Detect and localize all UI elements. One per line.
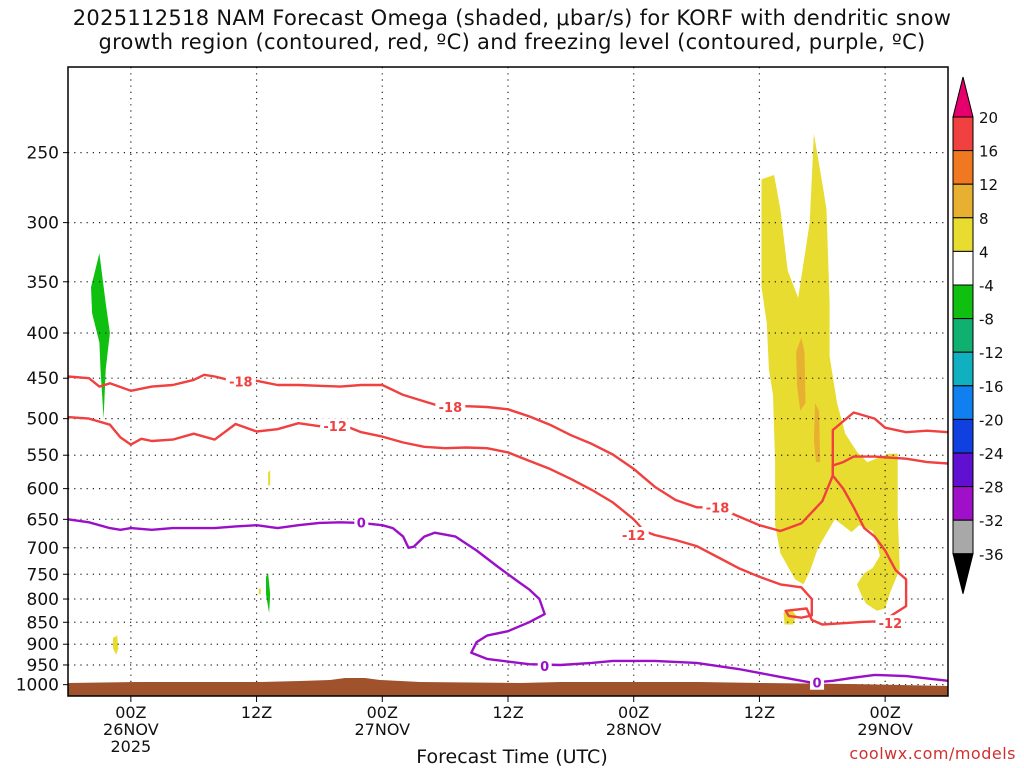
y-tick-label-750: 750 — [27, 565, 59, 585]
x-tick-label-66-0: 12Z — [744, 703, 775, 722]
terrain-strip — [68, 678, 948, 696]
omega-region-4 — [258, 588, 261, 595]
colorbar-swatch-2 — [952, 150, 974, 185]
contour-label-freezing-level-0: 0 — [357, 516, 366, 531]
chart-title-line-1: 2025112518 NAM Forecast Omega (shaded, μ… — [72, 6, 952, 30]
colorbar-top-arrow — [952, 76, 974, 118]
contour-label-freezing-level-1: 0 — [540, 660, 549, 675]
omega-region-1 — [266, 573, 271, 614]
contour-label-dgz-bottom-2: -12 — [879, 617, 903, 632]
omega-region-7 — [813, 403, 821, 463]
colorbar-swatch-7 — [952, 318, 974, 353]
colorbar-bottom-arrow — [952, 553, 974, 594]
contour-label-dgz-top-0: -18 — [229, 376, 253, 391]
colorbar-label-0: 20 — [979, 109, 998, 127]
contour-label-bg — [537, 657, 552, 673]
contour-label-dgz-bottom-1: -12 — [622, 529, 646, 544]
colorbar-swatch-6 — [952, 284, 974, 320]
colorbar-swatch-4 — [952, 217, 974, 252]
colorbar-label-1: 16 — [979, 143, 998, 161]
x-tick-label-18-0: 12Z — [241, 703, 272, 722]
y-tick-label-550: 550 — [27, 446, 59, 466]
terrain-fill — [68, 678, 948, 696]
colorbar-label-3: 8 — [979, 210, 989, 228]
colorbar-label-9: -20 — [979, 411, 1004, 429]
colorbar-swatch-11 — [952, 452, 974, 488]
contour-label-bg — [354, 514, 369, 530]
colorbar-label-6: -8 — [979, 311, 994, 329]
x-tick-label-6-0: 00Z — [115, 703, 146, 722]
y-tick-label-350: 350 — [27, 273, 59, 293]
contour-lines: -18 -18 -18 -12 -12 -12 0 0 0 — [67, 373, 949, 692]
colorbar-label-13: -36 — [979, 546, 1004, 564]
x-tick-label-30-1: 27NOV — [354, 720, 410, 739]
chart-title: 2025112518 NAM Forecast Omega (shaded, μ… — [0, 6, 1024, 54]
omega-region-2 — [113, 635, 119, 655]
x-tick-label-54-1: 28NOV — [606, 720, 662, 739]
colorbar-swatch-13 — [952, 519, 974, 555]
colorbar-label-12: -32 — [979, 512, 1004, 530]
omega-region-3 — [268, 470, 271, 486]
omega-region-0 — [91, 253, 110, 419]
y-tick-label-250: 250 — [27, 144, 59, 164]
y-tick-label-700: 700 — [27, 539, 59, 559]
colorbar: 20 16 12 8 4 -4 -8 -12 -16 -20 -24 -28 -32 -36 — [952, 76, 1004, 594]
x-axis-title: Forecast Time (UTC) — [416, 746, 608, 768]
colorbar-label-11: -28 — [979, 479, 1004, 497]
x-tick-label-6-1: 26NOV — [103, 720, 159, 739]
contour-freezing-level — [67, 518, 949, 684]
x-tick-label-30-0: 00Z — [367, 703, 398, 722]
colorbar-swatch-8 — [952, 351, 974, 387]
contour-label-bg — [702, 499, 733, 515]
y-tick-label-850: 850 — [27, 613, 59, 633]
colorbar-label-8: -16 — [979, 378, 1004, 396]
contour-label-dgz-top-1: -18 — [439, 401, 463, 416]
contour-label-bg — [435, 398, 466, 414]
x-tick-label-54-0: 00Z — [618, 703, 649, 722]
contour-label-bg — [618, 526, 649, 542]
contour-label-dgz-top-2: -18 — [706, 501, 730, 516]
y-tick-label-1000: 1000 — [16, 676, 59, 696]
colorbar-swatch-9 — [952, 385, 974, 420]
colorbar-label-4: 4 — [979, 243, 989, 261]
y-tick-label-950: 950 — [27, 656, 59, 676]
colorbar-label-2: 12 — [979, 176, 998, 194]
y-axis: 2503003504004505005506006507007508008509… — [16, 144, 68, 696]
colorbar-label-7: -12 — [979, 344, 1004, 362]
y-tick-label-800: 800 — [27, 590, 59, 610]
omega-shading — [91, 133, 900, 655]
contour-label-bg — [875, 615, 906, 631]
y-tick-label-900: 900 — [27, 635, 59, 655]
y-tick-label-300: 300 — [27, 214, 59, 234]
contour-label-bg — [320, 418, 351, 434]
chart-title-line-2: growth region (contoured, red, ºC) and f… — [98, 30, 926, 54]
contour-label-bg — [225, 373, 256, 389]
contour-label-freezing-level-2: 0 — [813, 677, 822, 692]
contour-label-dgz-bottom-0: -12 — [323, 420, 347, 435]
contour-dgz-bottom — [67, 415, 949, 626]
y-tick-label-500: 500 — [27, 410, 59, 430]
x-tick-label-6-2: 2025 — [110, 737, 151, 756]
contour-dgz-top — [67, 373, 949, 533]
x-tick-label-42-0: 12Z — [492, 703, 523, 722]
colorbar-swatch-10 — [952, 418, 974, 454]
omega-region-6 — [796, 337, 806, 411]
y-tick-label-600: 600 — [27, 480, 59, 500]
y-tick-label-650: 650 — [27, 510, 59, 530]
y-tick-label-400: 400 — [27, 324, 59, 344]
x-tick-label-78-0: 00Z — [869, 703, 900, 722]
colorbar-swatch-1 — [952, 116, 974, 152]
x-tick-label-78-1: 29NOV — [857, 720, 913, 739]
omega-region-5 — [761, 133, 900, 611]
credit-label: coolwx.com/models — [849, 744, 1016, 763]
y-tick-label-450: 450 — [27, 369, 59, 389]
colorbar-label-10: -24 — [979, 445, 1004, 463]
colorbar-swatch-5 — [952, 250, 974, 286]
contour-label-bg — [810, 674, 825, 690]
colorbar-label-5: -4 — [979, 277, 994, 295]
colorbar-swatch-3 — [952, 183, 974, 219]
colorbar-swatch-12 — [952, 486, 974, 521]
